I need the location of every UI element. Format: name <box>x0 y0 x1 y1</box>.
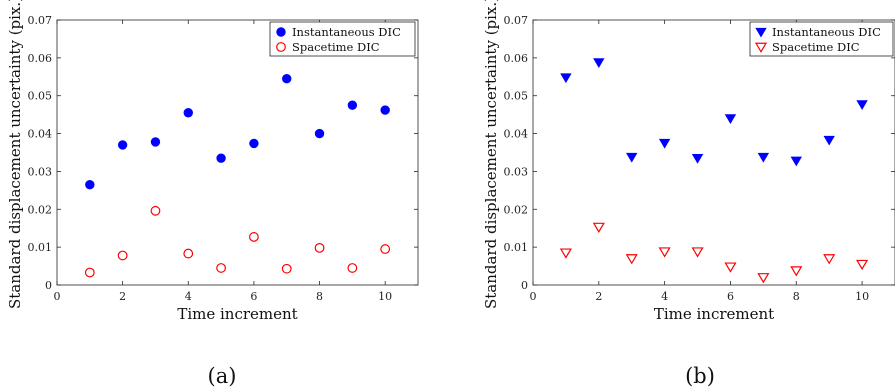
data-point <box>85 179 95 190</box>
panel-caption: (b) <box>685 364 715 388</box>
plot-area <box>532 19 895 286</box>
y-tick-label: 0.06 <box>28 52 53 65</box>
panel-a: 0 2 4 6 8 10 0 0.01 0.02 0.03 0.04 0.05 0.06 0.07 Time… <box>6 0 419 388</box>
data-point <box>691 154 704 164</box>
y-tick-label: 0.02 <box>28 203 53 216</box>
data-point <box>249 138 259 149</box>
data-point <box>757 152 770 163</box>
x-axis-label: Time increment <box>177 305 297 323</box>
data-point <box>117 250 128 261</box>
x-tick-label: 10 <box>855 290 869 303</box>
y-axis-label: Standard displacement uncertainty (pix.) <box>6 0 24 309</box>
x-tick-label: 8 <box>316 290 323 303</box>
y-axis-label: Standard displacement uncertainty (pix.) <box>482 0 500 309</box>
legend-marker <box>276 27 286 37</box>
data-point <box>560 73 572 84</box>
data-point <box>691 247 704 258</box>
data-point <box>790 156 802 167</box>
y-tick-label: 0.05 <box>504 90 529 103</box>
data-point <box>592 222 605 234</box>
data-point <box>380 244 391 254</box>
data-point <box>314 128 325 139</box>
x-tick-label: 2 <box>119 290 126 303</box>
data-point <box>823 135 835 146</box>
y-tick-label: 0.07 <box>504 14 529 27</box>
data-point <box>249 232 259 242</box>
data-point <box>790 266 803 277</box>
legend-label: Instantaneous DIC <box>292 25 401 39</box>
data-point <box>183 108 193 118</box>
data-point <box>724 262 737 273</box>
panel-caption: (a) <box>208 364 237 388</box>
data-point <box>150 205 161 216</box>
data-point <box>823 254 836 265</box>
legend-box <box>269 21 416 57</box>
legend-label: Spacetime DIC <box>292 40 380 54</box>
data-point <box>282 73 292 84</box>
x-tick-label: 4 <box>661 290 668 303</box>
data-point <box>658 138 671 149</box>
data-point <box>150 137 161 147</box>
data-point <box>117 140 128 150</box>
data-point <box>183 248 194 259</box>
legend-box <box>749 21 894 57</box>
legend-label: Instantaneous DIC <box>772 25 881 39</box>
y-tick-label: 0.07 <box>28 14 53 27</box>
data-point <box>757 273 770 284</box>
y-tick-label: 0.03 <box>28 165 53 178</box>
data-point <box>216 263 226 273</box>
x-tick-label: 0 <box>54 290 61 303</box>
legend-label: Spacetime DIC <box>772 40 860 54</box>
legend-marker <box>755 27 767 38</box>
x-tick-label: 4 <box>185 290 192 303</box>
data-point <box>347 263 358 273</box>
data-point <box>559 248 572 259</box>
x-axis-label: Time increment <box>654 305 774 323</box>
y-tick-label: 0.04 <box>28 128 53 141</box>
x-tick-label: 6 <box>727 290 734 303</box>
data-point <box>314 242 325 253</box>
legend-marker <box>276 42 286 52</box>
y-tick-label: 0.01 <box>28 241 53 254</box>
data-point <box>856 100 868 110</box>
y-tick-label: 0 <box>45 279 52 292</box>
data-point <box>626 152 638 163</box>
y-tick-label: 0.03 <box>504 165 529 178</box>
panel-b: 0 2 4 6 8 10 0 0.01 0.02 0.03 0.04 0.05 0.06 0.07 Time… <box>482 0 895 388</box>
data-point <box>281 263 292 274</box>
data-point <box>216 153 226 163</box>
y-tick-label: 0.05 <box>28 90 53 103</box>
legend-marker <box>754 42 768 53</box>
y-tick-label: 0.01 <box>504 241 529 254</box>
data-point <box>625 254 638 265</box>
data-point <box>658 247 671 258</box>
x-tick-label: 0 <box>530 290 537 303</box>
plot-area <box>56 19 419 286</box>
data-point <box>856 259 869 271</box>
data-point <box>724 114 737 124</box>
y-tick-label: 0.04 <box>504 128 529 141</box>
y-tick-label: 0.02 <box>504 203 529 216</box>
y-tick-label: 0.06 <box>504 52 529 65</box>
y-tick-label: 0 <box>521 279 528 292</box>
data-point <box>380 105 390 115</box>
x-tick-label: 2 <box>595 290 602 303</box>
x-tick-label: 10 <box>378 290 392 303</box>
data-point <box>593 58 605 68</box>
data-point <box>347 100 358 110</box>
x-tick-label: 8 <box>793 290 800 303</box>
x-tick-label: 6 <box>250 290 257 303</box>
data-point <box>84 267 95 278</box>
